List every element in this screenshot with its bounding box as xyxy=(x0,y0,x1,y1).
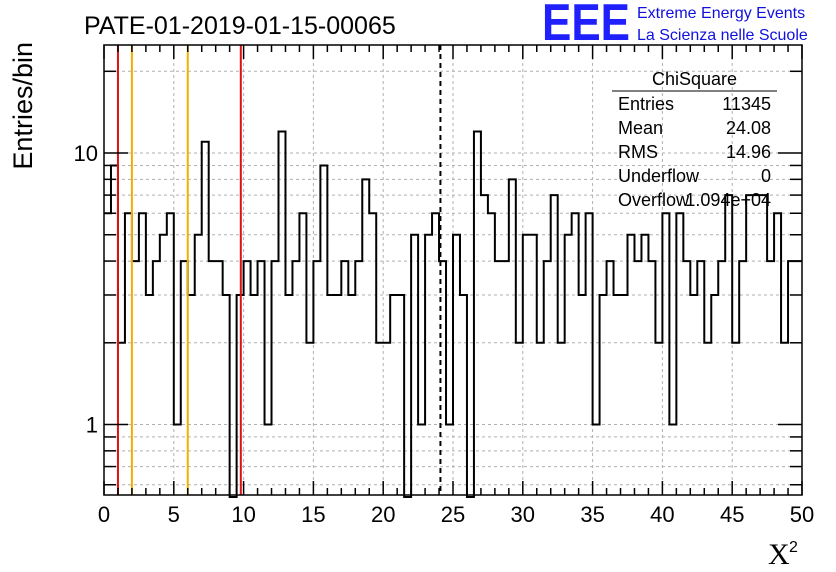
x-tick-label: 35 xyxy=(580,502,604,527)
eee-logo-mark: EEE xyxy=(542,0,630,52)
x-tick-label: 25 xyxy=(441,502,465,527)
stats-row-value: 1.094e+04 xyxy=(685,190,771,210)
y-tick-label: 10 xyxy=(74,141,98,166)
x-tick-label: 5 xyxy=(168,502,180,527)
stats-row-label: Underflow xyxy=(618,166,700,186)
stats-row-value: 11345 xyxy=(722,94,771,114)
stats-row-value: 24.08 xyxy=(726,118,771,138)
histogram-series xyxy=(104,130,802,498)
stats-title: ChiSquare xyxy=(652,69,737,89)
chart-title: PATE-01-2019-01-15-00065 xyxy=(84,12,396,40)
stats-box: ChiSquare Entries 11345 Mean 24.08 RMS 14.96 Un… xyxy=(612,69,777,210)
x-axis-label-superscript: 2 xyxy=(789,539,798,556)
y-tick-label: 1 xyxy=(86,413,98,438)
x-tick-label: 20 xyxy=(371,502,395,527)
logo-line-2: La Scienza nelle Scuole xyxy=(637,27,808,44)
axis-ticks: 0 5 10 15 20 25 30 35 40 45 50 1 10 xyxy=(74,45,814,527)
stats-row-label: Overflow xyxy=(618,190,690,210)
x-tick-label: 45 xyxy=(720,502,744,527)
x-axis-label-main: X xyxy=(768,538,790,571)
histogram-line xyxy=(104,130,802,498)
x-tick-label: 0 xyxy=(98,502,110,527)
logo-line-1: Extreme Energy Events xyxy=(637,5,805,22)
x-tick-label: 30 xyxy=(511,502,535,527)
x-tick-label: 50 xyxy=(790,502,814,527)
stats-row-value: 14.96 xyxy=(726,142,771,162)
x-axis-label: X 2 xyxy=(768,538,798,571)
eee-logo: EEE Extreme Energy Events La Scienza nel… xyxy=(542,0,808,52)
stats-row-label: RMS xyxy=(618,142,658,162)
stats-row-value: 0 xyxy=(761,166,771,186)
y-axis-label: Entries/bin xyxy=(8,42,38,170)
x-tick-label: 40 xyxy=(650,502,674,527)
x-tick-label: 15 xyxy=(301,502,325,527)
stats-row-label: Mean xyxy=(618,118,663,138)
x-tick-label: 10 xyxy=(231,502,255,527)
vertical-markers xyxy=(116,45,442,495)
stats-row-label: Entries xyxy=(618,94,674,114)
